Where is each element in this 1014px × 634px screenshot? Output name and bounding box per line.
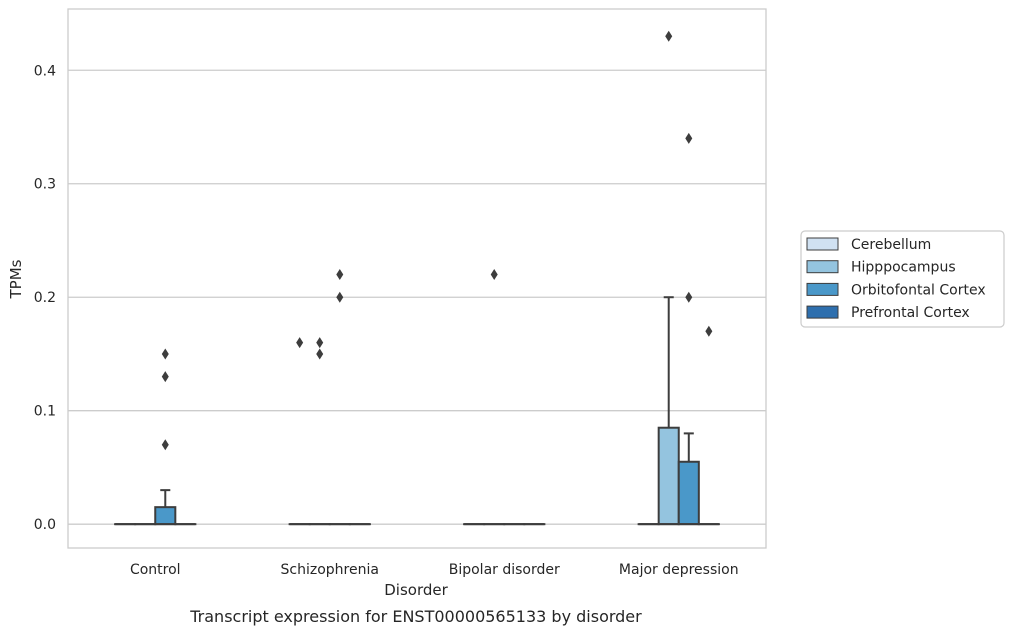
outlier-point <box>161 371 169 383</box>
outlier-point <box>685 291 693 303</box>
legend-item: Cerebellum <box>806 237 931 253</box>
box-plot <box>154 348 177 526</box>
outlier-point <box>316 337 324 349</box>
outlier-point <box>490 269 498 281</box>
box-plot <box>308 337 331 526</box>
box <box>154 506 177 526</box>
legend-item: Hipppocampus <box>806 260 956 276</box>
box-plot <box>677 132 700 526</box>
box-plot <box>483 269 506 526</box>
outlier-point <box>336 291 344 303</box>
box <box>657 426 680 526</box>
outlier-point <box>296 337 304 349</box>
y-tick-label: 0.2 <box>34 290 56 306</box>
x-tick-label: Bipolar disorder <box>449 562 560 578</box>
legend-swatch <box>806 305 839 319</box>
legend-swatch <box>806 260 839 274</box>
legend-label: Prefrontal Cortex <box>851 305 970 321</box>
box-plot <box>288 337 311 526</box>
legend: Cerebellum Hipppocampus Orbitofontal Corte… <box>800 230 1005 328</box>
y-tick-label: 0.1 <box>34 404 56 420</box>
chart-caption: Transcript expression for ENST0000056513… <box>189 607 642 626</box>
x-axis-ticks: Control Schizophrenia Bipolar disorder Majo… <box>130 562 739 578</box>
legend-item: Orbitofontal Cortex <box>806 282 986 298</box>
plot-frame <box>67 8 767 549</box>
legend-swatch <box>806 282 839 296</box>
y-tick-label: 0.0 <box>34 517 56 533</box>
outlier-point <box>705 325 713 337</box>
outlier-point <box>316 348 324 360</box>
box-plot <box>657 30 680 526</box>
outlier-point <box>336 269 344 281</box>
y-tick-label: 0.4 <box>34 63 56 79</box>
y-tick-label: 0.3 <box>34 177 56 193</box>
outlier-point <box>161 439 169 451</box>
outlier-point <box>685 132 693 144</box>
legend-item: Prefrontal Cortex <box>806 305 970 321</box>
legend-label: Hipppocampus <box>851 260 956 276</box>
y-axis-ticks: 0.0 0.1 0.2 0.3 0.4 <box>34 63 56 533</box>
legend-swatch <box>806 237 839 251</box>
legend-label: Cerebellum <box>851 237 931 253</box>
box-plot <box>328 269 351 526</box>
legend-label: Orbitofontal Cortex <box>851 282 986 298</box>
outlier-point <box>665 30 673 42</box>
box-plots <box>114 30 720 526</box>
box <box>677 460 700 526</box>
x-axis-label: Disorder <box>384 581 448 599</box>
legend-frame <box>800 230 1005 328</box>
box-plot <box>697 325 720 526</box>
x-tick-label: Control <box>130 562 181 578</box>
x-tick-label: Major depression <box>619 562 739 578</box>
x-tick-label: Schizophrenia <box>281 562 379 578</box>
y-axis-label: TPMs <box>7 259 25 299</box>
outlier-point <box>161 348 169 360</box>
